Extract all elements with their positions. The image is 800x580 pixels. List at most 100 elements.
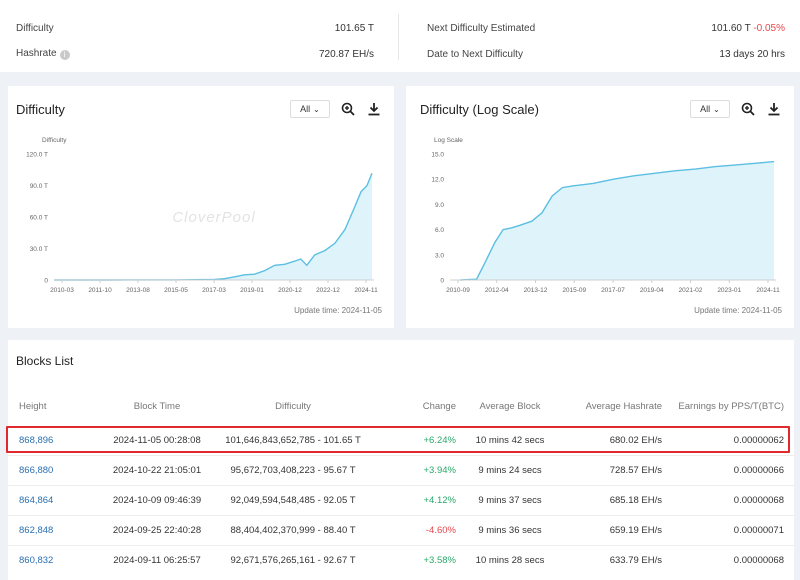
header-height: Height [19,401,47,412]
block-height-link[interactable]: 866,880 [19,465,54,476]
x-tick-label: 2021-02 [679,287,703,294]
chart-controls: All ⌄ [690,100,782,118]
range-select-value: All [300,104,311,114]
x-tick-label: 2013-12 [524,287,548,294]
x-tick-label: 2013-08 [126,287,150,294]
block-height-link[interactable]: 864,864 [19,495,54,506]
update-time: Update time: 2024-11-05 [694,306,782,315]
next-difficulty-change: -0.05% [753,22,785,34]
log-chart-title: Difficulty (Log Scale) [420,102,539,117]
block-height-link[interactable]: 862,848 [19,525,54,536]
average-hashrate: 680.02 EH/s [609,435,662,446]
difficulty-chart: Difficulty 120.0 T 90.0 T 60.0 T 30.0 T 0 Clov… [26,137,378,294]
x-tick-label: 2022-12 [316,287,340,294]
difficulty-change: +6.24% [423,435,457,446]
table-header: Height Block Time Difficulty Change Aver… [8,398,794,426]
date-next-label: Date to Next Difficulty [427,48,523,60]
log-difficulty-chart-card: Difficulty (Log Scale) All ⌄ Log Scale 15.… [406,86,794,328]
next-difficulty-stat: Next Difficulty Estimated 101.60 T -0.05… [427,20,785,36]
average-block-time: 9 mins 24 secs [478,465,542,476]
y-tick-label: 60.0 T [30,215,48,222]
y-tick-label: 15.0 [431,152,444,159]
y-tick-label: 9.0 [435,202,444,209]
header-block-time: Block Time [133,401,181,412]
x-tick-label: 2023-01 [717,287,741,294]
block-difficulty: 101,646,843,652,785 - 101.65 T [225,435,361,446]
chevron-down-icon: ⌄ [713,104,720,114]
blocks-list-panel: Blocks List Height Block Time Difficulty… [8,340,794,580]
difficulty-label: Difficulty [16,22,54,34]
watermark: CloverPool [172,209,255,226]
difficulty-change: +3.94% [423,465,457,476]
block-time: 2024-10-09 09:46:39 [112,495,202,506]
x-tick-label: 2015-05 [164,287,188,294]
x-tick-label: 2012-04 [485,287,509,294]
y-tick-label: 120.0 T [26,152,48,159]
update-time: Update time: 2024-11-05 [294,306,382,315]
range-select[interactable]: All ⌄ [290,100,330,118]
y-tick-label: 6.0 [435,227,444,234]
average-hashrate: 728.57 EH/s [609,465,662,476]
series-line [460,160,775,281]
block-difficulty: 92,671,576,265,161 - 92.67 T [230,555,356,566]
difficulty-change: -4.60% [425,525,456,536]
table-body: 868,896 2024-11-05 00:28:08 101,646,843,… [8,426,794,576]
log-difficulty-chart: Log Scale15.012.09.06.03.00CloverPool201… [431,137,780,294]
x-tick-label: 2017-03 [202,287,226,294]
block-difficulty: 92,049,594,548,485 - 92.05 T [230,495,356,506]
x-tick-label: 2019-04 [640,287,664,294]
table-row: 862,848 2024-09-25 22:40:28 88,404,402,3… [8,516,794,546]
table-row: 860,832 2024-09-11 06:25:57 92,671,576,2… [8,546,794,576]
header-average-hashrate: Average Hashrate [585,401,662,412]
difficulty-chart-card: Difficulty All ⌄ Difficulty 120.0 T 90.0 T 6… [8,86,394,328]
chart-controls: All ⌄ [290,100,382,118]
average-hashrate: 685.18 EH/s [609,495,662,506]
earnings-pps: 0.00000068 [733,555,784,566]
date-next-value: 13 days 20 hrs [719,48,785,60]
earnings-pps: 0.00000068 [733,495,784,506]
x-tick-label: 2015-09 [562,287,586,294]
download-icon[interactable] [366,101,382,117]
series-area [54,173,372,280]
earnings-pps: 0.00000066 [733,465,784,476]
y-tick-label: 12.0 [431,177,444,184]
info-icon[interactable]: i [59,50,70,60]
x-tick-label: 2024-11 [354,287,378,294]
blocks-list-title: Blocks List [16,354,74,368]
block-height-link[interactable]: 868,896 [19,435,54,446]
earnings-pps: 0.00000062 [733,435,784,446]
average-block-time: 10 mins 28 secs [475,555,545,566]
y-tick-label: 0 [440,278,444,285]
average-block-time: 9 mins 36 secs [478,525,542,536]
difficulty-change: +4.12% [423,495,457,506]
y-axis-label: Log Scale [434,137,463,144]
next-difficulty-label: Next Difficulty Estimated [427,22,536,34]
range-select[interactable]: All ⌄ [690,100,730,118]
x-tick-label: 2010-03 [50,287,74,294]
zoom-in-icon[interactable] [740,101,756,117]
difficulty-change: +3.58% [423,555,457,566]
difficulty-value: 101.65 T [334,22,374,34]
range-select-value: All [700,104,711,114]
download-icon[interactable] [766,101,782,117]
block-time: 2024-09-25 22:40:28 [112,525,202,536]
average-block-time: 10 mins 42 secs [475,435,545,446]
hashrate-stat: Hashrate i 720.87 EH/s [16,46,374,62]
block-time: 2024-10-22 21:05:01 [112,465,202,476]
table-row: 866,880 2024-10-22 21:05:01 95,672,703,4… [8,456,794,486]
block-difficulty: 88,404,402,370,999 - 88.40 T [230,525,356,536]
x-tick-label: 2010-09 [446,287,470,294]
hashrate-value: 720.87 EH/s [318,48,374,60]
header-average-block: Average Block [479,401,541,412]
average-hashrate: 659.19 EH/s [609,525,662,536]
zoom-in-icon[interactable] [340,101,356,117]
earnings-pps: 0.00000071 [733,525,784,536]
average-block-time: 9 mins 37 secs [478,495,542,506]
hashrate-label-wrap: Hashrate i [16,48,70,60]
block-time: 2024-11-05 00:28:08 [113,435,201,446]
blocks-table: Height Block Time Difficulty Change Aver… [8,398,794,576]
difficulty-chart-title: Difficulty [16,102,65,117]
x-tick-label: 2024-11 [756,287,780,294]
block-height-link[interactable]: 860,832 [19,555,54,566]
next-difficulty-value-wrap: 101.60 T -0.05% [711,23,785,34]
